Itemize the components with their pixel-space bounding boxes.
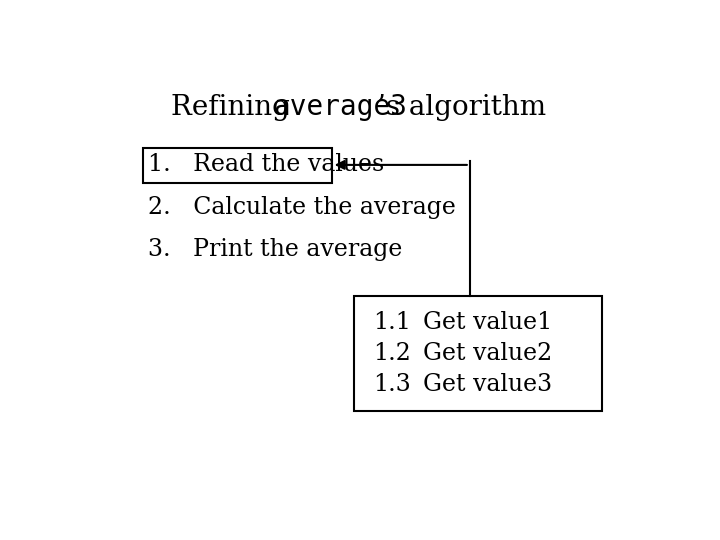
Text: 3.   Print the average: 3. Print the average [148, 238, 402, 261]
Text: 1.3: 1.3 [373, 373, 410, 396]
Text: Refining: Refining [171, 93, 299, 120]
Bar [354, 296, 601, 411]
Text: 2.   Calculate the average: 2. Calculate the average [148, 195, 456, 219]
Text: ’s algorithm: ’s algorithm [377, 93, 546, 120]
Text: 1.1: 1.1 [373, 311, 410, 334]
Bar [143, 148, 332, 183]
Text: 1.   Read the values: 1. Read the values [148, 153, 384, 177]
Text: Get value2: Get value2 [423, 342, 552, 365]
Text: Get value3: Get value3 [423, 373, 552, 396]
Text: Get value1: Get value1 [423, 311, 552, 334]
Text: 1.2: 1.2 [373, 342, 410, 365]
Text: average3: average3 [274, 93, 408, 121]
